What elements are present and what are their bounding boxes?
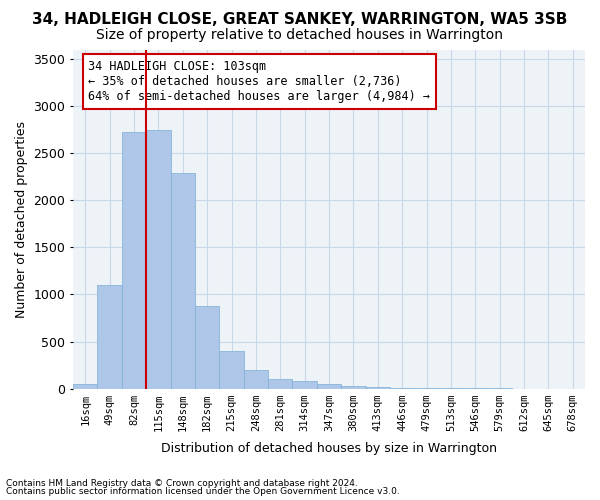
Bar [146,130,170,388]
Bar [170,173,195,388]
Y-axis label: Number of detached properties: Number of detached properties [15,121,28,318]
Bar [341,386,365,388]
Text: Size of property relative to detached houses in Warrington: Size of property relative to detached ho… [97,28,503,42]
Text: Contains HM Land Registry data © Crown copyright and database right 2024.: Contains HM Land Registry data © Crown c… [6,478,358,488]
Text: 34 HADLEIGH CLOSE: 103sqm
← 35% of detached houses are smaller (2,736)
64% of se: 34 HADLEIGH CLOSE: 103sqm ← 35% of detac… [88,60,430,103]
Bar [244,370,268,388]
Bar [97,285,122,389]
Bar [365,386,390,388]
X-axis label: Distribution of detached houses by size in Warrington: Distribution of detached houses by size … [161,442,497,455]
Bar [268,379,292,388]
Bar [122,132,146,388]
Text: Contains public sector information licensed under the Open Government Licence v3: Contains public sector information licen… [6,487,400,496]
Bar [73,384,97,388]
Text: 34, HADLEIGH CLOSE, GREAT SANKEY, WARRINGTON, WA5 3SB: 34, HADLEIGH CLOSE, GREAT SANKEY, WARRIN… [32,12,568,28]
Bar [195,306,220,388]
Bar [220,351,244,389]
Bar [317,384,341,388]
Bar [292,380,317,388]
